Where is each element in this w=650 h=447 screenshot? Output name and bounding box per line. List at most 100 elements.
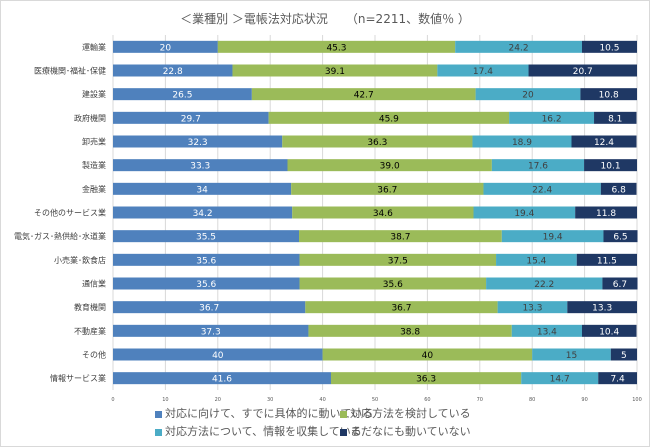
bar-segment [496,253,577,266]
data-label: 13.3 [522,304,542,314]
data-label: 22.2 [534,280,554,290]
x-tick-label: 0 [111,397,114,403]
data-label: 19.4 [514,209,534,219]
legend: 対応に向けて、すでに具体的に動いている対応方法を検討している 対応方法について、… [155,405,535,441]
bar-segment [113,372,331,385]
category-label: 卸売業 [82,137,106,147]
chart-title: ＜業種別 ＞電帳法対応状況 （n=2211、数値％ ） [180,12,470,26]
data-label: 11.5 [597,256,617,266]
x-tick-label: 80 [529,397,535,403]
data-label: 37.5 [388,256,408,266]
legend-item: 対応方法について、情報を収集している [155,423,362,441]
legend-item: 対応に向けて、すでに具体的に動いている [155,405,373,423]
bar-segment [299,277,487,290]
bar-segment [113,277,300,290]
x-tick-label: 10 [162,397,168,403]
data-label: 18.9 [512,138,532,148]
bar-segment [268,111,510,124]
bar-segment [299,253,497,266]
bar-segment [521,372,599,385]
bar-segment [113,230,300,243]
data-label: 36.3 [367,138,387,148]
bar-segment [287,159,492,172]
bar-segment [509,111,595,124]
legend-swatch [340,410,347,418]
bar-segment [113,206,293,219]
data-label: 39.0 [380,162,400,172]
legend-swatch [155,428,162,436]
category-label: その他 [82,350,106,360]
bar-segment [571,135,637,148]
data-label: 34 [196,185,208,195]
bar-segment [581,324,637,337]
data-label: 7.4 [610,375,625,385]
data-label: 10.5 [599,43,619,53]
data-label: 36.7 [377,185,397,195]
legend-item: 対応方法を検討している [340,405,500,423]
legend-label: 対応方法を検討している [350,407,471,420]
data-label: 10.8 [599,91,619,101]
data-label: 37.3 [201,327,221,337]
bar-segment [322,348,533,361]
bar-segment [567,301,637,314]
bar-segment [472,135,572,148]
data-label: 10.1 [601,162,621,172]
data-label: 22.4 [532,185,552,195]
category-label: 製造業 [82,160,106,170]
data-label: 13.3 [592,304,612,314]
bar-segment [594,111,637,124]
bar-segment [330,372,522,385]
data-label: 41.6 [212,375,232,385]
bar-segment [497,301,568,314]
category-label: 金融業 [82,184,106,194]
x-tick-label: 100 [632,397,642,403]
data-label: 12.4 [594,138,614,148]
data-label: 15.4 [526,256,546,266]
bar-segment [113,40,218,53]
data-label: 20 [160,43,172,53]
data-label: 6.8 [611,185,626,195]
bar-segment [113,64,233,77]
legend-swatch [155,410,162,418]
category-label: 建設業 [82,89,106,99]
category-label: 情報サービス業 [50,373,106,383]
bar-segment [501,230,604,243]
x-tick-label: 50 [372,397,378,403]
bar-segment [113,159,288,172]
bar-segment [113,324,309,337]
bar-segment [217,40,456,53]
data-label: 35.5 [196,233,216,243]
data-label: 32.3 [188,138,208,148]
data-label: 36.3 [416,375,436,385]
data-label: 6.7 [613,280,627,290]
data-label: 38.7 [390,233,410,243]
category-label: 医療機関･福祉･保健 [34,66,106,76]
data-label: 5 [621,351,627,361]
data-label: 34.2 [193,209,213,219]
bar-segment [232,64,438,77]
data-label: 6.5 [613,233,627,243]
data-label: 36.7 [391,304,411,314]
bar-segment [528,64,637,77]
bar-segment [603,230,638,243]
data-label: 14.7 [550,375,570,385]
bar-segment [598,372,637,385]
x-tick-label: 60 [424,397,430,403]
x-tick-label: 20 [215,397,221,403]
data-label: 26.5 [172,91,192,101]
data-label: 38.8 [400,327,420,337]
data-label: 19.4 [543,233,563,243]
bar-segment [113,135,283,148]
bar-segment [305,301,498,314]
bar-segment [299,230,502,243]
bar-segment [291,182,484,195]
bar-segment [437,64,529,77]
data-label: 36.7 [199,304,219,314]
data-label: 11.8 [596,209,616,219]
category-label: 小売業･飲食店 [54,255,106,265]
data-label: 42.7 [354,91,374,101]
bar-segment [113,88,252,101]
bar-segment [113,253,300,266]
bar-segment [113,182,292,195]
